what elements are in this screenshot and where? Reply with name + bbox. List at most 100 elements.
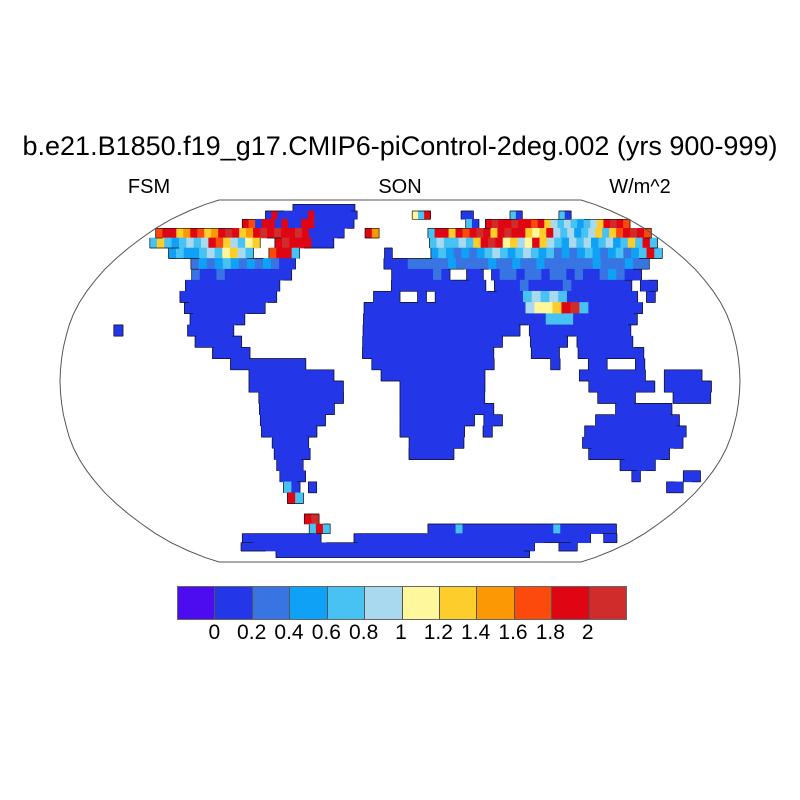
plot-title: b.e21.B1850.f19_g17.CMIP6-piControl-2deg… bbox=[22, 131, 778, 161]
map-cell bbox=[566, 290, 577, 303]
map-cell bbox=[571, 279, 581, 292]
map-cell bbox=[373, 290, 383, 303]
map-cell bbox=[350, 210, 358, 220]
map-cell bbox=[478, 533, 486, 544]
map-cell bbox=[390, 335, 401, 348]
map-cell bbox=[265, 210, 272, 220]
map-cell bbox=[512, 258, 521, 270]
map-cell bbox=[560, 228, 568, 239]
map-cell bbox=[635, 369, 646, 382]
map-cell bbox=[538, 324, 549, 337]
map-cell bbox=[318, 237, 327, 249]
map-cell bbox=[455, 403, 466, 415]
map-cell bbox=[582, 268, 592, 281]
map-cell bbox=[609, 436, 620, 449]
map-cell bbox=[372, 313, 383, 326]
map-cell bbox=[436, 425, 447, 438]
map-cell bbox=[434, 279, 444, 292]
map-cell bbox=[409, 335, 419, 348]
map-cell bbox=[604, 335, 615, 348]
map-cell bbox=[296, 358, 307, 371]
map-cell bbox=[286, 358, 297, 371]
map-cell bbox=[303, 204, 311, 212]
map-cell bbox=[258, 358, 269, 371]
map-cell bbox=[434, 228, 443, 239]
map-cell bbox=[583, 533, 591, 544]
map-cell bbox=[187, 324, 198, 337]
map-cell bbox=[549, 290, 559, 303]
map-cell bbox=[561, 302, 572, 314]
colorbar-cell bbox=[290, 587, 328, 619]
map-cell bbox=[287, 533, 296, 544]
map-cell bbox=[337, 204, 344, 212]
map-cell bbox=[574, 523, 582, 534]
coastline-outlines bbox=[113, 203, 712, 559]
map-cell bbox=[577, 347, 588, 359]
map-cell bbox=[365, 550, 373, 558]
map-cell bbox=[366, 533, 375, 544]
map-cell bbox=[536, 258, 546, 270]
map-cell bbox=[324, 403, 335, 415]
map-cell bbox=[279, 425, 290, 438]
map-cell bbox=[399, 279, 409, 292]
map-cell bbox=[528, 258, 537, 270]
map-cell bbox=[326, 542, 334, 552]
map-cell bbox=[220, 302, 230, 314]
map-cell bbox=[445, 425, 456, 438]
map-cell bbox=[635, 358, 646, 371]
map-cell bbox=[508, 268, 517, 281]
map-cell bbox=[615, 403, 626, 415]
map-cell bbox=[371, 358, 382, 371]
map-cell bbox=[570, 542, 578, 552]
map-cell bbox=[663, 369, 674, 382]
map-cell bbox=[270, 279, 281, 292]
map-cell bbox=[427, 523, 436, 534]
map-cell bbox=[183, 247, 193, 259]
map-cell bbox=[201, 237, 209, 249]
colorbar-tick-label: 1.4 bbox=[461, 621, 491, 644]
map-cell bbox=[458, 237, 467, 249]
map-cell bbox=[307, 533, 315, 544]
map-cell bbox=[362, 335, 373, 348]
map-cell bbox=[417, 448, 428, 460]
map-cell bbox=[381, 302, 392, 314]
map-cell bbox=[691, 391, 702, 404]
map-cell bbox=[215, 324, 225, 337]
map-cell bbox=[292, 550, 299, 558]
map-cell bbox=[225, 228, 233, 239]
map-cell bbox=[562, 279, 572, 292]
map-cell bbox=[309, 204, 316, 212]
map-cell bbox=[240, 347, 251, 359]
map-cell bbox=[484, 358, 495, 371]
map-cell bbox=[603, 218, 611, 229]
map-cell bbox=[332, 204, 339, 212]
map-cell bbox=[212, 347, 223, 359]
map-cell bbox=[314, 380, 325, 393]
map-cell bbox=[509, 542, 517, 552]
map-cell bbox=[230, 347, 241, 359]
map-cell bbox=[682, 470, 693, 483]
map-cell bbox=[682, 380, 693, 393]
map-cell bbox=[448, 228, 457, 239]
map-cell bbox=[283, 210, 291, 220]
map-cell bbox=[442, 542, 450, 552]
map-cell bbox=[427, 228, 436, 239]
map-cell bbox=[556, 324, 567, 337]
map-cell bbox=[615, 302, 625, 314]
map-cell bbox=[324, 369, 335, 382]
map-cell bbox=[565, 324, 576, 337]
map-cell bbox=[289, 210, 297, 220]
map-cell bbox=[274, 533, 282, 544]
map-cell bbox=[455, 523, 464, 534]
map-cell bbox=[406, 533, 414, 544]
map-cell bbox=[267, 391, 278, 404]
map-cell bbox=[524, 268, 534, 281]
map-cell bbox=[539, 335, 550, 348]
map-cell bbox=[298, 550, 305, 558]
map-cell bbox=[363, 302, 374, 314]
map-cell bbox=[281, 436, 291, 449]
map-cell bbox=[315, 204, 322, 212]
map-cell bbox=[348, 550, 356, 558]
map-cell bbox=[309, 550, 316, 558]
map-cell bbox=[191, 268, 201, 281]
